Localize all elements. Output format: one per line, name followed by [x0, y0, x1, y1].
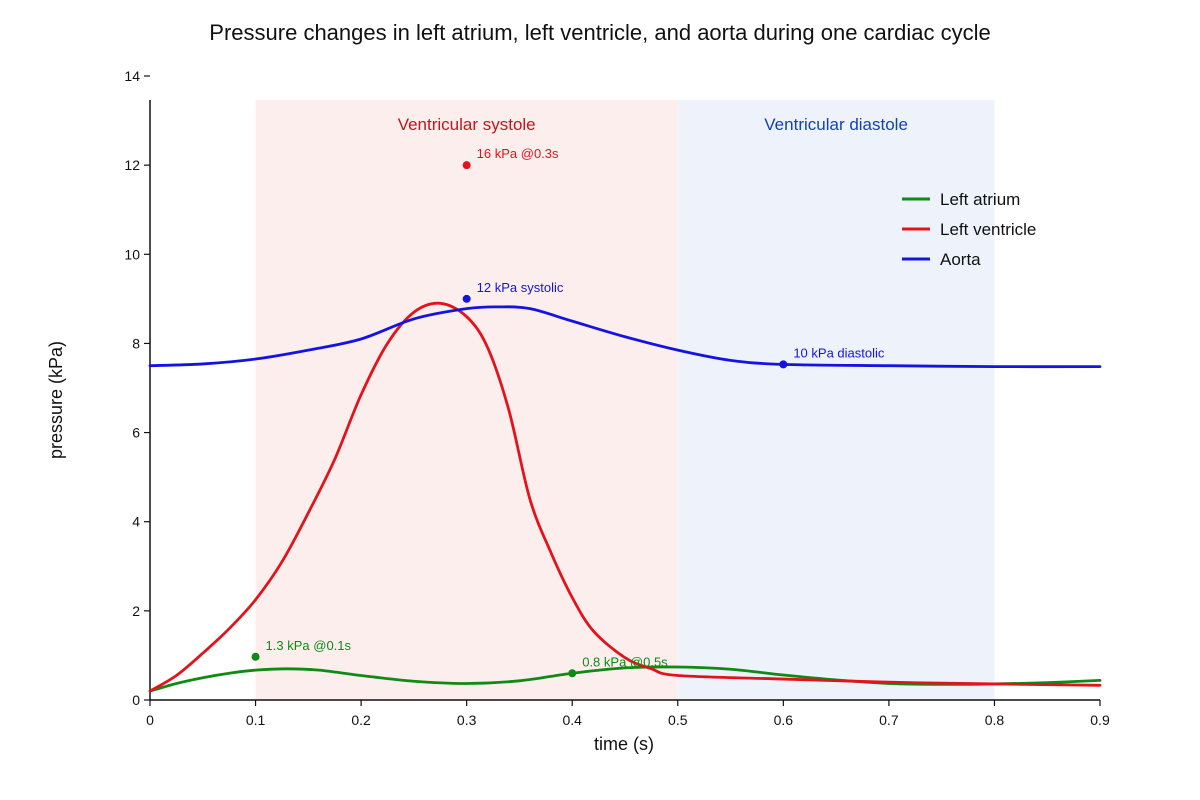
x-tick-label: 0.2 [351, 712, 371, 728]
annotation-label: 12 kPa systolic [477, 280, 564, 295]
annotation-label: 16 kPa @0.3s [477, 146, 559, 161]
x-tick-label: 0.3 [457, 712, 477, 728]
chart-title: Pressure changes in left atrium, left ve… [209, 20, 990, 45]
x-tick-label: 0.8 [985, 712, 1005, 728]
phase-band [677, 100, 995, 700]
annotation-point [779, 360, 788, 369]
x-tick-label: 0.7 [879, 712, 899, 728]
y-tick-label: 6 [132, 425, 140, 441]
x-tick-label: 0.1 [246, 712, 266, 728]
annotation-label: 10 kPa diastolic [793, 345, 885, 360]
series-line-left-ventricle [148, 301, 1102, 693]
annotation-label: 1.3 kPa @0.1s [266, 638, 352, 653]
y-axis-title: pressure (kPa) [46, 341, 66, 459]
annotation-point [462, 161, 471, 170]
series-lines [148, 301, 1102, 693]
y-tick-label: 10 [124, 246, 140, 262]
annotations: 16 kPa @0.3s 12 kPa systolic 10 kPa diasto… [251, 146, 885, 678]
phase-band [255, 100, 678, 700]
legend-label: Left ventricle [940, 220, 1036, 239]
annotation-label: 0.8 kPa @0.5s [582, 654, 668, 669]
annotation-point [251, 652, 260, 661]
x-tick-label: 0.4 [562, 712, 582, 728]
x-tick-label: 0.9 [1090, 712, 1110, 728]
x-tick-label: 0.6 [774, 712, 794, 728]
series-line-left-atrium [148, 665, 1102, 693]
annotation-point [568, 669, 577, 678]
x-axis-title: time (s) [594, 734, 654, 754]
annotation-point [462, 294, 471, 303]
legend: Left atrium Left ventricle Aorta [902, 190, 1036, 269]
y-tick-label: 8 [132, 335, 140, 351]
x-tick-label: 0.5 [668, 712, 688, 728]
phase-bands: Ventricular systole Ventricular diastole [255, 100, 995, 700]
legend-label: Aorta [940, 250, 981, 269]
y-tick-label: 14 [124, 68, 140, 84]
y-tick-label: 0 [132, 692, 140, 708]
axes: 0 0.1 0.2 0.3 0.4 0.5 0.6 0.7 0.8 0.9 0 2 4 6 8 10 12 14 [124, 68, 1110, 728]
legend-label: Left atrium [940, 190, 1020, 209]
x-tick-label: 0 [146, 712, 154, 728]
phase-band-label: Ventricular diastole [764, 115, 908, 134]
y-tick-label: 12 [124, 157, 140, 173]
phase-band-label: Ventricular systole [398, 115, 536, 134]
y-tick-label: 2 [132, 603, 140, 619]
y-tick-label: 4 [132, 514, 140, 530]
series-line-aorta [148, 305, 1102, 369]
